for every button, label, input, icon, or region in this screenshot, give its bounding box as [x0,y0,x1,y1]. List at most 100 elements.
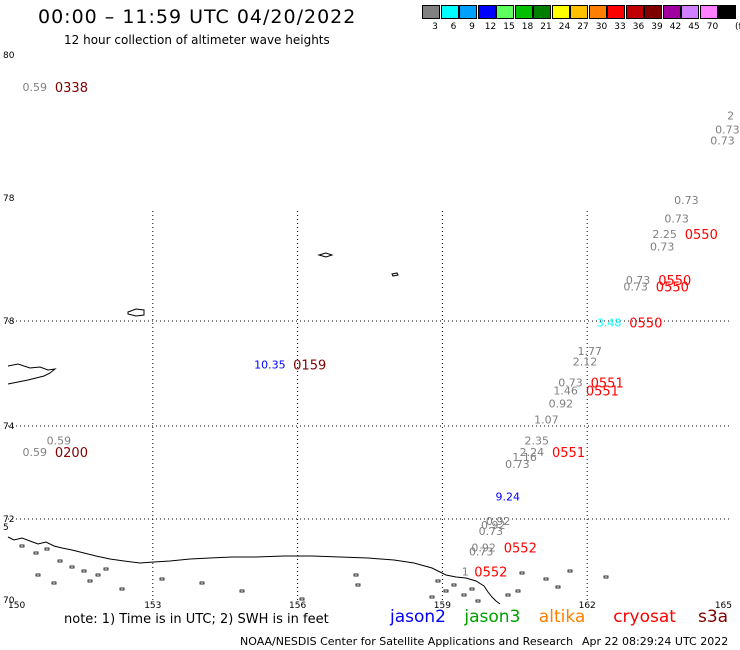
coastline [7,252,609,605]
longitude-label: 159 [434,601,451,611]
legend-swatch [681,5,699,19]
observation: 0.73 [664,213,689,226]
legend-label: 30 [595,22,608,32]
pass-time: 0200 [55,446,88,461]
graticule [8,210,732,600]
small-island-3 [391,272,399,277]
satellite-s3a: s3a [698,607,729,627]
islet [87,579,93,583]
observation: 9.24 [495,490,520,503]
observation: 0.92 [481,519,506,532]
legend-swatch [477,5,496,19]
satellite-altika: altika [538,607,586,627]
swh-value: 0.92 [471,541,496,554]
swh-value: 1.46 [553,385,578,398]
legend-swatch [570,5,588,19]
legend-swatch [588,5,607,19]
swh-value: 0.73 [479,525,504,538]
observation: 0.92 [486,515,511,528]
legend-label: 42 [669,22,682,32]
legend-label: 12 [484,22,497,32]
pass-time: 0159 [293,358,326,373]
legend-label: 27 [577,22,589,32]
swh-value: 0.73 [626,274,651,287]
swh-value: 10.35 [254,358,286,371]
islet [44,547,50,551]
legend-swatch [422,5,440,19]
islet [443,589,449,593]
legend-label: 6 [450,22,457,32]
swh-value: 1.07 [534,413,559,426]
legend-label: 18 [521,22,534,32]
islet [435,579,441,583]
legend-label: 33 [614,22,626,32]
observation: 0.73 [479,525,504,538]
islet [81,569,87,573]
swh-value: 0.59 [22,81,47,94]
swh-value: 0.73 [623,280,648,293]
islet [159,577,165,581]
islet [51,581,57,585]
map-title: 00:00 – 11:59 UTC 04/20/2022 [38,6,357,28]
observation: 10.35 0159 [254,358,326,373]
islet [603,575,609,579]
legend-swatch [718,5,736,19]
pass-time: 0551 [552,446,585,461]
legend-swatch [459,5,477,19]
legend-swatch [496,5,514,19]
latitude-label: 72 [3,515,14,525]
islet [299,597,305,601]
satellite-jason2: jason2 [390,607,446,627]
latitude-label: 74 [3,422,15,432]
legend-label: 9 [469,22,475,32]
islet [461,593,467,597]
legend-swatch [551,5,570,19]
small-island-1 [127,308,145,317]
pass-time: 0551 [591,377,624,392]
longitude-label: 150 [8,601,25,611]
legend-label: 36 [632,22,645,32]
swh-value: 0.73 [505,458,530,471]
observation: 0.73 0550 [623,280,688,295]
swh-value: 2.25 [652,228,677,241]
islet [355,583,361,587]
pass-time: 0552 [504,541,537,556]
observation: 0.73 [505,458,530,471]
legend-label: 39 [651,22,663,32]
islet [567,569,573,573]
longitude-label: 162 [579,601,596,611]
small-island-2 [317,252,334,258]
pass-time: 0550 [656,280,689,295]
map-subtitle: 12 hour collection of altimeter wave hei… [64,33,330,47]
swh-value: 1 [462,566,469,579]
islet [555,585,561,589]
swh-value: 0.73 [715,124,740,137]
observation: 2.35 [524,435,549,448]
observation: 0.73 [715,124,740,137]
swh-value: 0.92 [549,398,574,411]
observation: 3.48 0550 [597,316,662,331]
swh-value: 0.92 [486,515,511,528]
latitude-label: 70 [3,596,15,606]
observation: 1.16 [512,451,537,464]
legend-swatch [607,5,625,19]
observation: 0.73 0550 [626,274,691,289]
islet [429,595,435,599]
legend-label: 3 [432,22,438,32]
legend-swatch [625,5,644,19]
observation: 0.73 0551 [558,377,623,392]
pass-time: 0551 [586,385,619,400]
observation: 2.12 [573,356,598,369]
islet [543,577,549,581]
swh-value: 2.24 [520,446,545,459]
observation: 2.24 0551 [520,446,585,461]
islet [199,581,205,585]
islet [505,593,511,597]
swh-value: 2.35 [524,435,549,448]
legend-label: 21 [540,22,552,32]
swh-value: 3.48 [597,316,622,329]
islet [475,599,481,603]
legend-label: 45 [688,22,700,32]
